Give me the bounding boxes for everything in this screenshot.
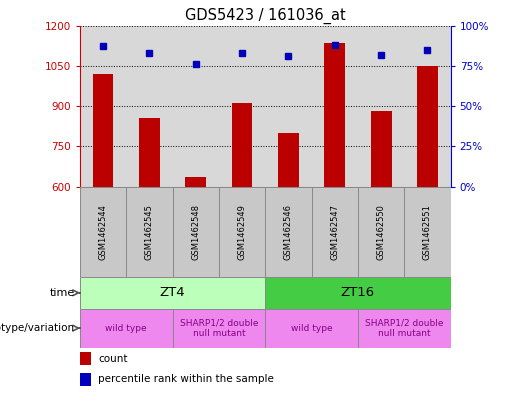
Bar (93, 74, 113, 187)
Text: GSM1462548: GSM1462548 (191, 204, 200, 260)
Text: time: time (49, 288, 75, 298)
Bar (265, 309, 358, 348)
Text: ZT16: ZT16 (341, 286, 375, 299)
Text: GSM1462550: GSM1462550 (376, 204, 386, 260)
Bar (173, 187, 219, 277)
Text: ZT4: ZT4 (160, 286, 185, 299)
Bar (80, 187, 126, 277)
Bar (404, 187, 451, 277)
Bar (312, 187, 358, 277)
Bar (185, 177, 206, 187)
Bar (371, 112, 391, 187)
Text: percentile rank within the sample: percentile rank within the sample (98, 374, 274, 384)
Bar (80, 309, 173, 348)
Text: SHARP1/2 double
null mutant: SHARP1/2 double null mutant (365, 318, 443, 338)
Bar (265, 187, 312, 277)
Bar (80, 277, 265, 309)
Bar (278, 133, 299, 187)
Text: GSM1462551: GSM1462551 (423, 204, 432, 260)
Bar (324, 43, 345, 187)
Text: GSM1462549: GSM1462549 (237, 204, 247, 260)
Text: GSM1462544: GSM1462544 (98, 204, 108, 260)
Bar (126, 187, 173, 277)
Text: GSM1462546: GSM1462546 (284, 204, 293, 260)
Bar (219, 187, 265, 277)
Bar (358, 309, 451, 348)
Bar (265, 277, 451, 309)
Bar (232, 103, 252, 187)
Text: wild type: wild type (291, 324, 332, 332)
Text: SHARP1/2 double
null mutant: SHARP1/2 double null mutant (180, 318, 258, 338)
Text: wild type: wild type (106, 324, 147, 332)
Text: GSM1462545: GSM1462545 (145, 204, 154, 260)
Bar (173, 309, 265, 348)
Bar (358, 187, 404, 277)
Text: count: count (98, 354, 128, 364)
Bar (417, 66, 438, 187)
Text: genotype/variation: genotype/variation (0, 323, 75, 333)
Bar (80, 352, 91, 365)
Bar (80, 373, 91, 386)
Text: GSM1462547: GSM1462547 (330, 204, 339, 260)
Title: GDS5423 / 161036_at: GDS5423 / 161036_at (185, 8, 346, 24)
Bar (139, 118, 160, 187)
